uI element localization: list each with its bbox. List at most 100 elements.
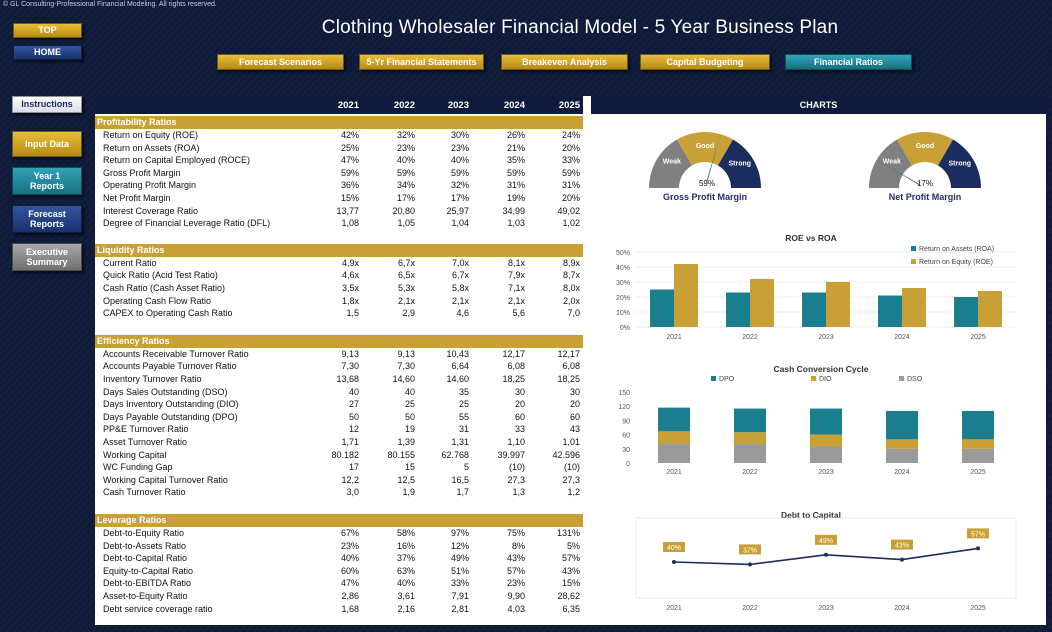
ratio-label: Asset Turnover Ratio	[103, 437, 188, 447]
ratio-value: 7,91	[451, 591, 469, 601]
gross-profit-gauge-value: 59%	[698, 179, 715, 188]
ratio-label: Days Sales Outstanding (DSO)	[103, 386, 228, 397]
top-button[interactable]: TOP	[13, 23, 82, 38]
ratio-value: 10,43	[446, 348, 469, 359]
table-row: Operating Profit Margin 36% 34% 32% 31% 31%	[95, 180, 583, 193]
ratio-value: 7,9x	[507, 270, 525, 281]
executive-summary-label: Executive Summary	[25, 246, 69, 267]
ratio-value: 32%	[450, 180, 469, 191]
ratio-value: 27,3	[507, 474, 525, 485]
ratios-table: 2021 2022 2023 2024 2025 Profitability R…	[95, 96, 583, 625]
ratio-value: (10)	[508, 462, 525, 473]
ratio-value: 59%	[506, 167, 525, 178]
y-tick-label: 50%	[616, 250, 630, 257]
cash-conversion-chart: 0 30 60 90 120 150 2021 2022 2023 2024 2025 DPO DIO D…	[618, 376, 994, 476]
tab-financial-ratios[interactable]: Financial Ratios	[785, 54, 912, 70]
ratio-value: 6,64	[451, 361, 469, 372]
ratio-value: 25	[404, 399, 415, 410]
section-header: Leverage Ratios	[95, 514, 583, 527]
ratio-label: Debt service coverage ratio	[103, 603, 213, 614]
table-row: Working Capital 80.182 80.155 62.768 39.997 4…	[95, 450, 583, 463]
table-row: PP&E Turnover Ratio 12 19 31 33 43	[95, 424, 583, 437]
data-label-box	[739, 544, 761, 555]
home-button[interactable]: HOME	[13, 45, 82, 60]
ratio-value: 37%	[396, 553, 415, 564]
section-header: Efficiency Ratios	[95, 334, 583, 348]
page-title: Clothing Wholesaler Financial Model - 5 …	[321, 17, 839, 38]
ratio-value: 1,05	[397, 218, 415, 229]
ratio-label: CAPEX to Operating Cash Ratio	[103, 308, 233, 319]
ratio-value: 75%	[506, 528, 525, 538]
ratio-value: 23%	[450, 142, 469, 153]
executive-summary-button[interactable]: Executive Summary	[12, 243, 82, 271]
line-point	[900, 557, 904, 562]
ratio-value: 5,8x	[451, 283, 469, 293]
gauge-band-label: Strong	[949, 161, 972, 168]
stacked-bar-segment	[734, 432, 766, 445]
ratio-value: 6,5x	[397, 270, 415, 281]
ratio-value: 1,04	[451, 218, 469, 229]
ratio-value: 50	[348, 411, 359, 422]
x-tick-label: 2022	[742, 334, 758, 341]
y-tick-label: 10%	[616, 310, 630, 317]
ratio-value: 59%	[340, 167, 359, 178]
input-data-button[interactable]: Input Data	[12, 131, 82, 157]
table-row: Asset-to-Equity Ratio 2,86 3,61 7,91 9,90 28,…	[95, 591, 583, 604]
ratio-label: Asset-to-Equity Ratio	[103, 591, 188, 601]
ratio-value: 43%	[561, 565, 580, 576]
ratio-label: Operating Cash Flow Ratio	[103, 295, 212, 306]
tab-forecast-scenarios[interactable]: Forecast Scenarios	[217, 54, 344, 70]
table-row: Cash Turnover Ratio 3,0 1,9 1,7 1,3 1,2	[95, 487, 583, 500]
forecast-reports-button[interactable]: Forecast Reports	[12, 205, 82, 233]
ratio-value: 57%	[506, 565, 525, 576]
stacked-bar-segment	[734, 408, 766, 433]
ratio-value: 40%	[450, 155, 469, 166]
ratio-value: 25%	[340, 142, 359, 153]
bar	[750, 279, 774, 327]
table-row: Inventory Turnover Ratio 13,68 14,60 14,60 1…	[95, 374, 583, 387]
stacked-bar-segment	[658, 431, 690, 445]
instructions-button[interactable]: Instructions	[12, 96, 82, 113]
bar	[674, 264, 698, 327]
ratio-value: 1,3	[512, 487, 525, 498]
ratio-value: 7,0x	[451, 257, 469, 268]
x-tick-label: 2025	[970, 334, 986, 341]
ratio-value: 2,1x	[451, 295, 469, 306]
table-row: Quick Ratio (Acid Test Ratio) 4,6x 6,5x 6,7…	[95, 270, 583, 283]
ratio-value: 40%	[340, 553, 359, 564]
data-label: 49%	[819, 538, 833, 545]
tab-breakeven-analysis[interactable]: Breakeven Analysis	[501, 54, 628, 70]
gauge-needle	[706, 136, 721, 183]
gauge-band-good	[677, 132, 733, 166]
legend-swatch	[811, 376, 816, 381]
ratio-value: 16%	[396, 540, 415, 551]
year1-reports-button[interactable]: Year 1 Reports	[12, 167, 82, 195]
y-tick-label: 120	[618, 404, 630, 411]
data-label: 57%	[971, 531, 985, 538]
ratio-label: Debt-to-Assets Ratio	[103, 540, 187, 551]
ratio-value: 3,61	[397, 591, 415, 601]
ratio-value: 5%	[566, 540, 580, 551]
ratio-value: 8%	[511, 540, 525, 551]
ratio-label: Degree of Financial Leverage Ratio (DFL)	[103, 218, 271, 229]
ratio-value: 23%	[340, 540, 359, 551]
gauge-band-label: Good	[916, 143, 934, 150]
y-tick-label: 150	[618, 390, 630, 397]
ratio-value: 60%	[340, 565, 359, 576]
stacked-bar-segment	[810, 434, 842, 447]
ratio-value: 32%	[396, 130, 415, 140]
y-tick-label: 30	[622, 447, 630, 454]
legend-swatch	[911, 259, 916, 264]
ratio-label: WC Funding Gap	[103, 462, 173, 473]
table-row: Working Capital Turnover Ratio 12,2 12,5 16…	[95, 475, 583, 488]
line-point	[748, 562, 752, 567]
ratio-value: 40%	[396, 155, 415, 166]
tab-financial-statements[interactable]: 5-Yr Financial Statements	[359, 54, 484, 70]
bar	[726, 292, 750, 327]
line-point	[976, 546, 980, 551]
table-row: Debt service coverage ratio 1,68 2,16 2,81 4…	[95, 604, 583, 617]
ratio-label: Net Profit Margin	[103, 193, 171, 203]
ratio-value: 18,25	[557, 374, 580, 384]
tab-capital-budgeting[interactable]: Capital Budgeting	[640, 54, 770, 70]
debt-to-capital-chart: 40% 2021 37% 2022 49% 2023 43% 2024 57% 2025	[635, 517, 1017, 612]
